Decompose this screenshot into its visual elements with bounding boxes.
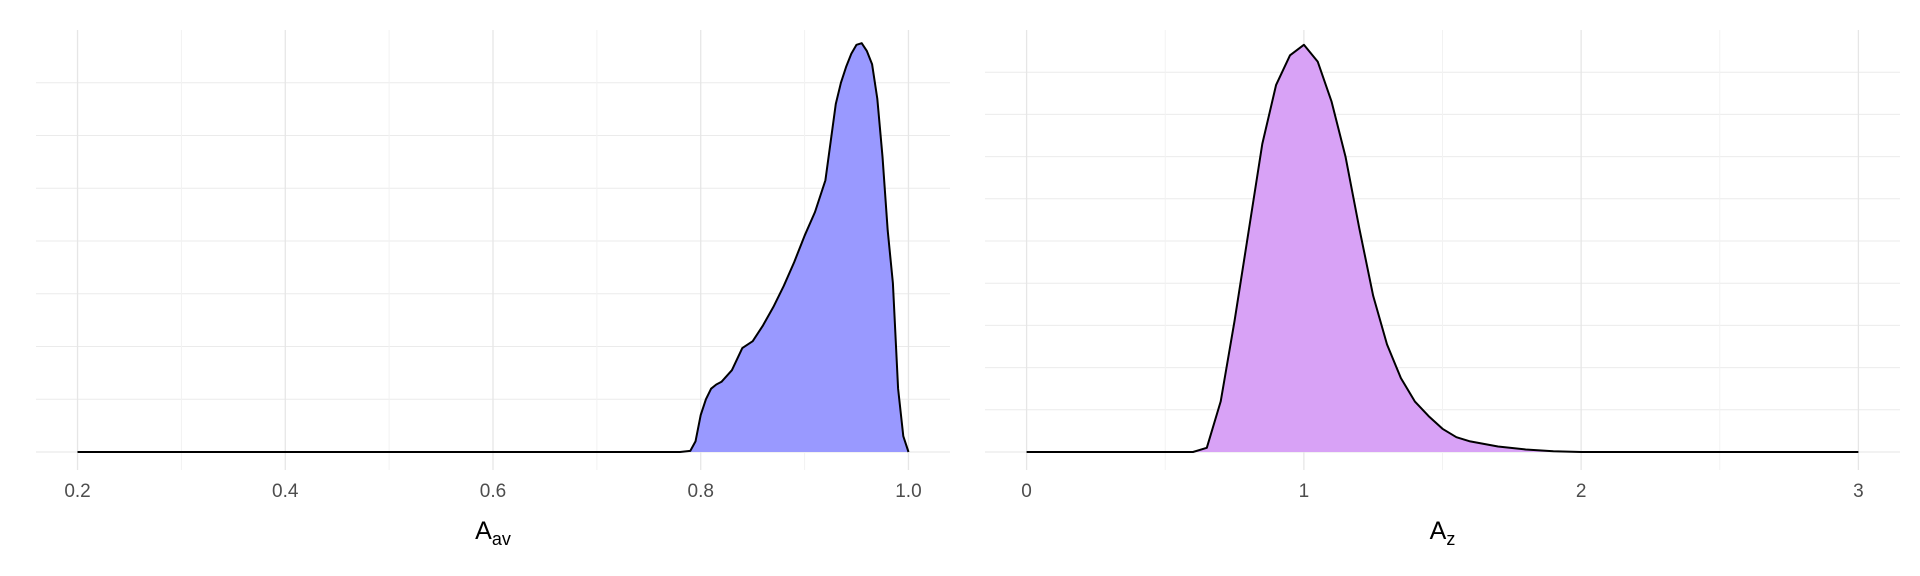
x-tick-label: 0.8: [688, 481, 714, 502]
panel-az: 0 1 2 3 Az: [985, 30, 1900, 549]
density-area: [77, 43, 909, 452]
density-area: [1026, 44, 1859, 453]
x-tick-label: 1.0: [895, 481, 921, 502]
x-tick-label: 1: [1299, 481, 1310, 502]
density-line: [1026, 43, 1859, 453]
panel-aav: 0.2 0.4 0.6 0.8 1.0 Aav: [36, 30, 950, 549]
x-tick-label: 2: [1576, 481, 1587, 502]
x-axis-label: Aav: [475, 517, 511, 549]
density-line: [77, 42, 910, 453]
x-tick-label: 3: [1853, 481, 1864, 502]
x-axis-label: Az: [1430, 517, 1456, 549]
x-tick-label: 0.4: [272, 481, 299, 502]
x-tick-label: 0.6: [480, 481, 506, 502]
x-tick-label: 0: [1021, 481, 1032, 502]
x-tick-label: 0.2: [64, 481, 90, 502]
